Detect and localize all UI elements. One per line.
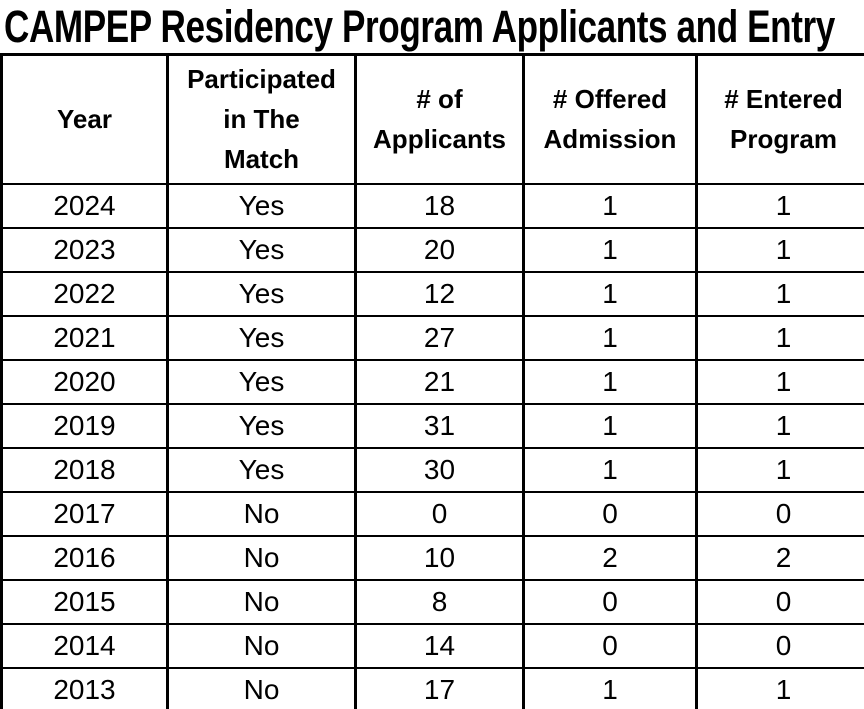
cell-num-entered-program: 1 bbox=[695, 226, 864, 273]
cell-participated-in-match: Yes bbox=[166, 358, 357, 405]
cell-num-entered-program: 1 bbox=[695, 270, 864, 317]
table-body: 2024 Yes 18 1 1 2023 Yes 20 1 1 2022 Yes… bbox=[0, 182, 864, 709]
cell-num-applicants: 30 bbox=[354, 446, 525, 493]
column-header-participated-in-match: Participated in The Match bbox=[166, 53, 357, 185]
cell-num-offered-admission: 2 bbox=[522, 534, 698, 581]
cell-num-applicants: 31 bbox=[354, 402, 525, 449]
cell-num-offered-admission: 0 bbox=[522, 622, 698, 669]
table-row: 2013 No 17 1 1 bbox=[0, 666, 864, 709]
cell-num-entered-program: 1 bbox=[695, 182, 864, 229]
table-row: 2017 No 0 0 0 bbox=[0, 490, 864, 537]
cell-num-applicants: 20 bbox=[354, 226, 525, 273]
cell-num-applicants: 21 bbox=[354, 358, 525, 405]
cell-participated-in-match: Yes bbox=[166, 446, 357, 493]
cell-num-offered-admission: 1 bbox=[522, 226, 698, 273]
cell-year: 2019 bbox=[0, 402, 169, 449]
cell-year: 2014 bbox=[0, 622, 169, 669]
table-row: 2023 Yes 20 1 1 bbox=[0, 226, 864, 273]
table-row: 2014 No 14 0 0 bbox=[0, 622, 864, 669]
cell-num-applicants: 12 bbox=[354, 270, 525, 317]
cell-year: 2021 bbox=[0, 314, 169, 361]
cell-year: 2016 bbox=[0, 534, 169, 581]
cell-num-offered-admission: 1 bbox=[522, 402, 698, 449]
cell-participated-in-match: No bbox=[166, 490, 357, 537]
cell-num-entered-program: 2 bbox=[695, 534, 864, 581]
cell-participated-in-match: No bbox=[166, 534, 357, 581]
cell-participated-in-match: Yes bbox=[166, 226, 357, 273]
cell-num-offered-admission: 1 bbox=[522, 446, 698, 493]
cell-num-applicants: 10 bbox=[354, 534, 525, 581]
cell-year: 2020 bbox=[0, 358, 169, 405]
table-row: 2015 No 8 0 0 bbox=[0, 578, 864, 625]
cell-num-applicants: 18 bbox=[354, 182, 525, 229]
cell-num-applicants: 0 bbox=[354, 490, 525, 537]
cell-num-applicants: 17 bbox=[354, 666, 525, 709]
cell-num-entered-program: 0 bbox=[695, 490, 864, 537]
column-header-num-applicants: # of Applicants bbox=[354, 53, 525, 185]
cell-participated-in-match: Yes bbox=[166, 270, 357, 317]
table-row: 2020 Yes 21 1 1 bbox=[0, 358, 864, 405]
table-row: 2022 Yes 12 1 1 bbox=[0, 270, 864, 317]
cell-year: 2017 bbox=[0, 490, 169, 537]
cell-num-entered-program: 1 bbox=[695, 402, 864, 449]
cell-num-applicants: 8 bbox=[354, 578, 525, 625]
cell-participated-in-match: No bbox=[166, 578, 357, 625]
cell-year: 2015 bbox=[0, 578, 169, 625]
page-title-text: CAMPEP Residency Program Applicants and … bbox=[4, 0, 835, 52]
cell-participated-in-match: Yes bbox=[166, 402, 357, 449]
cell-num-offered-admission: 1 bbox=[522, 270, 698, 317]
cell-year: 2023 bbox=[0, 226, 169, 273]
cell-num-entered-program: 1 bbox=[695, 314, 864, 361]
cell-num-offered-admission: 0 bbox=[522, 490, 698, 537]
cell-participated-in-match: Yes bbox=[166, 182, 357, 229]
page-title: CAMPEP Residency Program Applicants and … bbox=[0, 0, 864, 53]
cell-num-offered-admission: 0 bbox=[522, 578, 698, 625]
cell-participated-in-match: No bbox=[166, 666, 357, 709]
header-row: Year Participated in The Match # of Appl… bbox=[0, 53, 864, 185]
cell-num-offered-admission: 1 bbox=[522, 666, 698, 709]
cell-num-entered-program: 1 bbox=[695, 446, 864, 493]
table-row: 2024 Yes 18 1 1 bbox=[0, 182, 864, 229]
cell-num-applicants: 27 bbox=[354, 314, 525, 361]
cell-num-entered-program: 0 bbox=[695, 578, 864, 625]
cell-year: 2013 bbox=[0, 666, 169, 709]
column-header-num-entered-program: # Entered Program bbox=[695, 53, 864, 185]
cell-num-offered-admission: 1 bbox=[522, 182, 698, 229]
cell-num-entered-program: 0 bbox=[695, 622, 864, 669]
residency-applicants-table: Year Participated in The Match # of Appl… bbox=[0, 53, 864, 709]
cell-year: 2024 bbox=[0, 182, 169, 229]
table-row: 2016 No 10 2 2 bbox=[0, 534, 864, 581]
cell-num-entered-program: 1 bbox=[695, 666, 864, 709]
table-row: 2019 Yes 31 1 1 bbox=[0, 402, 864, 449]
cell-num-offered-admission: 1 bbox=[522, 358, 698, 405]
table-row: 2021 Yes 27 1 1 bbox=[0, 314, 864, 361]
cell-num-applicants: 14 bbox=[354, 622, 525, 669]
cell-num-offered-admission: 1 bbox=[522, 314, 698, 361]
cell-year: 2022 bbox=[0, 270, 169, 317]
cell-year: 2018 bbox=[0, 446, 169, 493]
cell-participated-in-match: No bbox=[166, 622, 357, 669]
cell-num-entered-program: 1 bbox=[695, 358, 864, 405]
table-row: 2018 Yes 30 1 1 bbox=[0, 446, 864, 493]
column-header-num-offered-admission: # Offered Admission bbox=[522, 53, 698, 185]
column-header-year: Year bbox=[0, 53, 169, 185]
table-header: Year Participated in The Match # of Appl… bbox=[0, 53, 864, 185]
cell-participated-in-match: Yes bbox=[166, 314, 357, 361]
